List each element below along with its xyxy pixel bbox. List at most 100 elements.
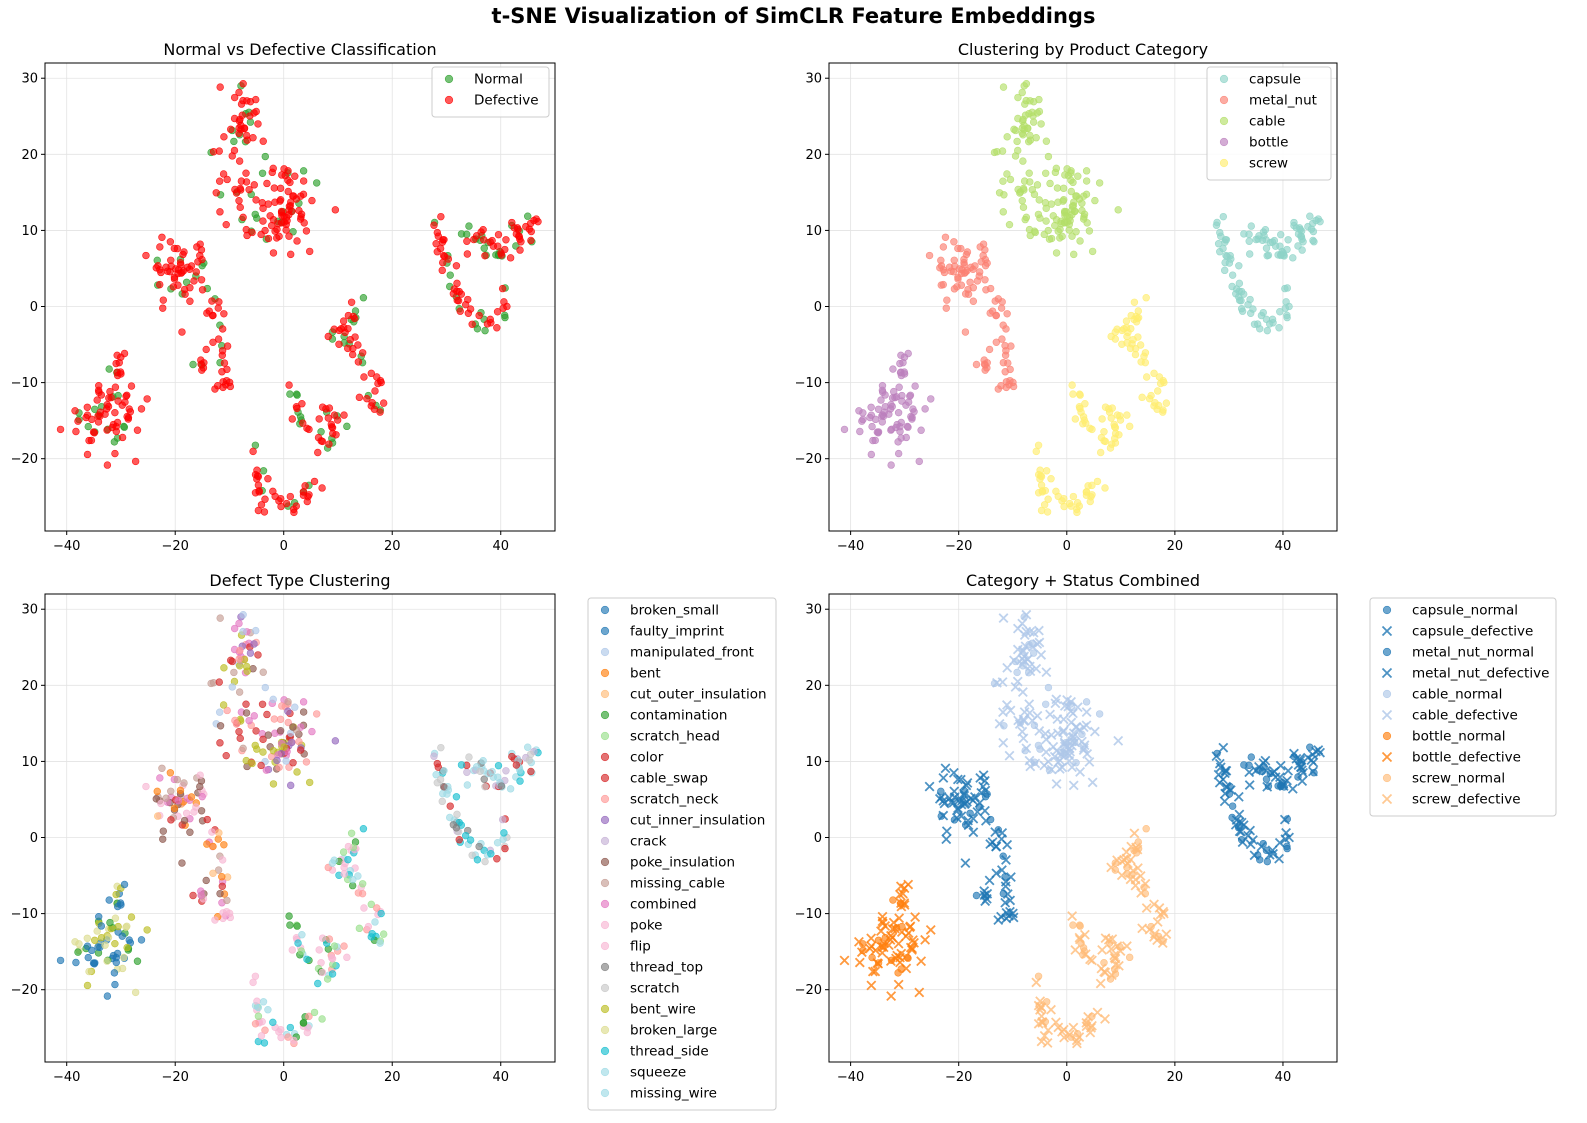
- point-cable: [1114, 206, 1122, 214]
- x-tick-label: 0: [280, 539, 288, 554]
- point-bent_wire: [91, 936, 99, 945]
- point-bottle_defective: [867, 966, 878, 977]
- point-defective: [159, 296, 168, 304]
- point-screw_normal: [1077, 939, 1085, 947]
- point-cable: [1042, 217, 1050, 225]
- point-defective: [162, 263, 170, 271]
- point-scratch: [453, 810, 461, 819]
- point-defective: [263, 179, 271, 188]
- point-defective: [452, 262, 461, 270]
- point-cable_normal: [1011, 657, 1020, 666]
- point-flip: [219, 909, 227, 917]
- point-defective: [299, 419, 307, 427]
- point-screw: [1127, 324, 1135, 333]
- point-broken_small: [103, 992, 112, 1000]
- point-manipulated_front: [269, 695, 277, 704]
- point-defective: [111, 408, 119, 417]
- point-screw: [1032, 447, 1040, 456]
- point-metal_nut: [1001, 351, 1010, 359]
- point-cable_normal: [1082, 698, 1091, 706]
- legend-label: Normal: [474, 72, 523, 88]
- point-defective: [299, 177, 308, 185]
- legend-marker: [1381, 709, 1393, 721]
- point-cut_inner_insulation: [273, 756, 281, 765]
- point-defective: [331, 206, 340, 214]
- point-bottle_normal: [889, 896, 897, 904]
- point-bottle_defective: [909, 937, 919, 948]
- point-bottle_defective: [901, 963, 912, 974]
- point-capsule: [1256, 325, 1264, 333]
- legend-label: metal_nut_normal: [1412, 645, 1534, 661]
- point-defective: [488, 236, 496, 245]
- point-color: [263, 710, 271, 719]
- point-metal_nut: [1002, 378, 1011, 386]
- point-screw_defective: [1137, 923, 1148, 934]
- point-metal_nut: [986, 284, 995, 293]
- x-tick-label: 0: [1063, 539, 1071, 554]
- point-bottle_defective: [866, 941, 877, 952]
- point-cable_defective: [1032, 639, 1043, 649]
- point-capsule: [1235, 279, 1244, 288]
- point-contamination: [133, 957, 142, 965]
- point-scratch_neck: [276, 715, 285, 724]
- point-defective: [209, 311, 217, 320]
- point-bottle_defective: [893, 938, 904, 949]
- point-metal_nut: [992, 311, 1001, 320]
- point-metal_nut: [936, 264, 944, 272]
- point-faulty_imprint: [83, 942, 92, 950]
- point-defective: [56, 425, 65, 434]
- legend-label: bent_wire: [630, 1002, 696, 1018]
- y-tick-label: 0: [30, 831, 38, 846]
- point-screw_normal: [1076, 922, 1084, 930]
- point-capsule_normal: [1247, 753, 1255, 761]
- point-thread_side: [516, 777, 524, 785]
- chart-panel-2: −40 −20 0 20 40 −20 −10 0 10 20 30 Clustering by Pr…: [795, 40, 1338, 554]
- point-defective: [432, 239, 440, 248]
- point-thread_top: [497, 782, 506, 790]
- point-bent_wire: [269, 747, 278, 755]
- point-defective: [242, 178, 251, 186]
- y-tick-label: 10: [21, 755, 38, 770]
- point-faulty_imprint: [97, 922, 106, 930]
- point-defective: [349, 344, 357, 353]
- point-scratch: [436, 775, 445, 784]
- point-metal_nut: [937, 256, 945, 265]
- point-metal_nut_normal: [1001, 873, 1009, 881]
- point-capsule: [1277, 230, 1285, 239]
- point-defective: [437, 212, 445, 221]
- point-metal_nut_defective: [1005, 872, 1016, 883]
- point-screw_normal: [1125, 953, 1134, 962]
- point-cable: [1022, 213, 1031, 222]
- point-combined: [198, 792, 206, 801]
- point-defective: [235, 157, 244, 165]
- point-poke_insulation: [264, 731, 273, 739]
- point-cable: [1016, 189, 1024, 197]
- point-cable_defective: [1033, 625, 1044, 636]
- point-missing_wire: [349, 875, 357, 884]
- point-defective: [211, 385, 219, 393]
- point-capsule: [1284, 236, 1292, 244]
- point-bent_wire: [143, 926, 151, 934]
- point-combined: [308, 727, 316, 736]
- point-bottle: [915, 457, 923, 466]
- point-defective: [208, 297, 216, 305]
- point-color: [296, 746, 305, 754]
- point-defective: [190, 277, 198, 285]
- point-cable: [1033, 109, 1041, 117]
- point-capsule: [1216, 228, 1224, 237]
- legend-label: poke: [630, 918, 662, 934]
- point-normal: [480, 244, 488, 252]
- point-defective: [436, 244, 445, 253]
- point-broken_small: [109, 951, 118, 960]
- point-missing_wire: [376, 939, 384, 947]
- point-defective: [111, 449, 119, 458]
- point-normal: [251, 441, 260, 449]
- point-bottle_defective: [876, 942, 887, 952]
- point-screw: [1162, 399, 1171, 407]
- point-missing_wire: [432, 770, 440, 779]
- point-defective: [253, 466, 261, 474]
- point-manipulated_front: [282, 757, 290, 765]
- point-defective: [439, 251, 448, 260]
- point-capsule: [1219, 212, 1228, 221]
- point-cable_swap: [501, 844, 509, 853]
